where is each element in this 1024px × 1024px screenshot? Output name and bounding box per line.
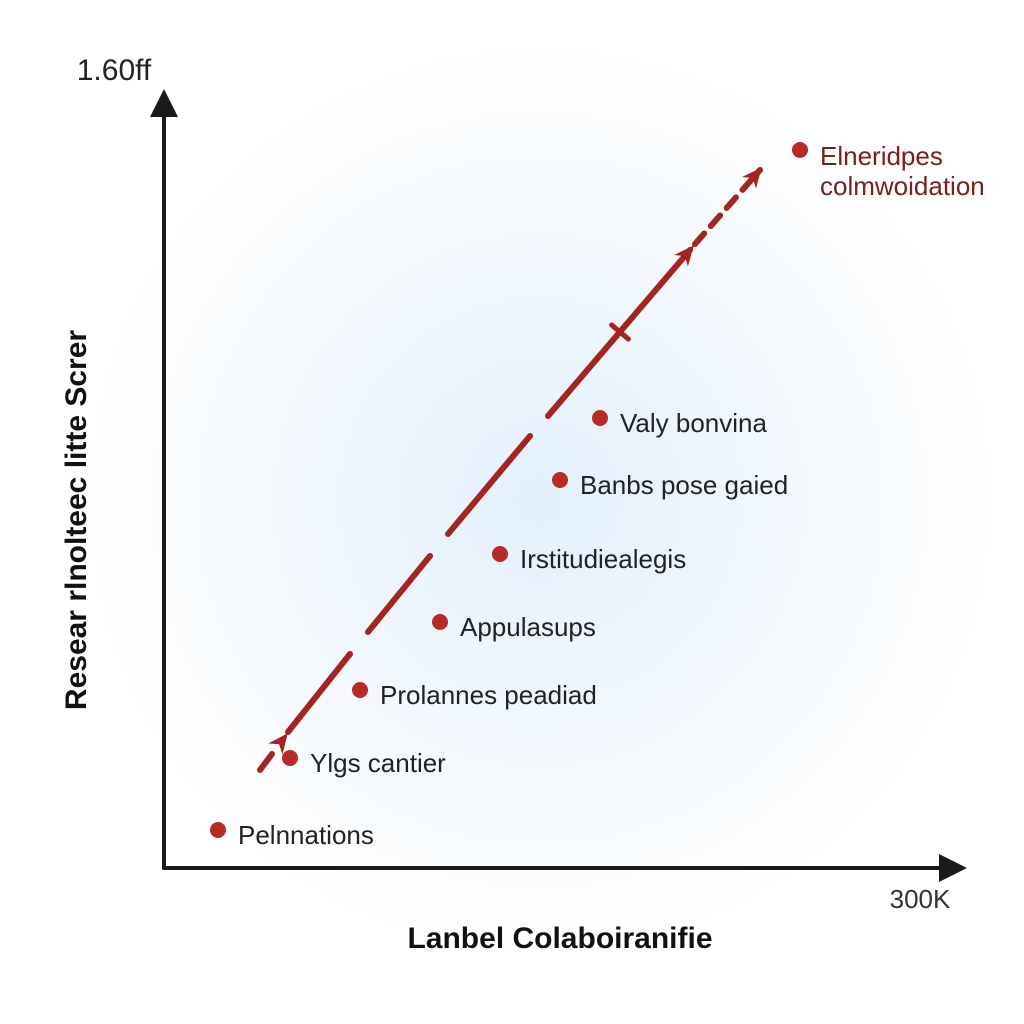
point-label: Valy bonvina <box>620 408 767 438</box>
point-label: Appulasups <box>460 612 596 642</box>
point-marker <box>432 614 448 630</box>
point-marker <box>282 750 298 766</box>
point-label: Irstitudiealegis <box>520 544 686 574</box>
point-label: Pelnnations <box>238 820 374 850</box>
data-point: Irstitudiealegis <box>492 544 686 574</box>
point-marker <box>210 822 226 838</box>
point-label: Prolannes peadiad <box>380 680 597 710</box>
scatter-chart: Lanbel Colaboiranifie 300K Resear rlnoltee… <box>0 0 1024 1024</box>
x-axis-label: Lanbel Colaboiranifie <box>407 922 712 955</box>
y-axis-tick-label: 1.60ff <box>77 54 152 87</box>
point-label: Banbs pose gaied <box>580 470 788 500</box>
point-label: Ylgs cantier <box>310 748 446 778</box>
data-point: Banbs pose gaied <box>552 470 788 500</box>
data-point: Prolannes peadiad <box>352 680 597 710</box>
point-marker <box>792 142 808 158</box>
point-marker <box>592 410 608 426</box>
x-axis-tick-label: 300K <box>890 884 951 914</box>
point-marker <box>492 546 508 562</box>
point-marker <box>352 682 368 698</box>
point-marker <box>552 472 568 488</box>
y-axis-label: Resear rlnolteec litte Screr <box>60 330 93 711</box>
